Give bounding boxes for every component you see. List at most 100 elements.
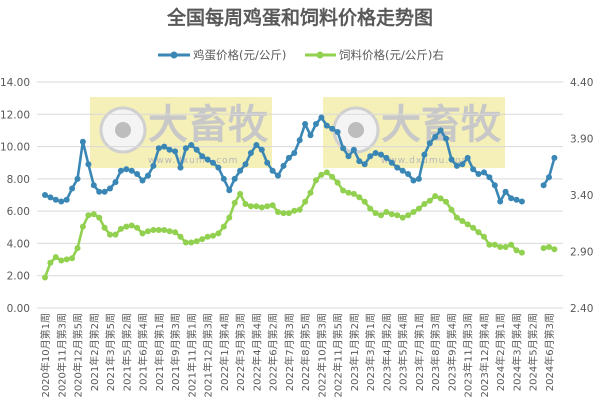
data-point (161, 143, 168, 150)
data-point (508, 195, 515, 202)
data-point (394, 212, 401, 219)
data-point (481, 233, 487, 240)
data-point (296, 137, 303, 144)
data-point (491, 182, 498, 189)
x-tick-label: 2022年10月第3周 (315, 313, 328, 398)
data-point (253, 203, 260, 210)
data-point (443, 198, 449, 205)
data-point (177, 164, 184, 171)
data-point (172, 148, 179, 155)
data-point (199, 236, 206, 243)
data-point (540, 245, 547, 252)
watermark-url: www.dxumu.com (381, 156, 471, 166)
data-point (426, 140, 433, 147)
data-point (285, 154, 292, 161)
watermark-url: www.dxumu.com (148, 156, 238, 166)
data-point (155, 145, 162, 152)
x-tick-label: 2022年1月第4周 (218, 313, 231, 391)
data-point (52, 196, 59, 203)
legend-item-feed: 饲料价格(元/公斤)右 (305, 48, 444, 62)
data-point (42, 274, 48, 281)
x-tick-label: 2022年11月第5周 (332, 313, 345, 398)
data-point (193, 146, 200, 153)
data-point (117, 225, 124, 232)
data-point (264, 159, 271, 166)
x-tick-label: 2022年3月第3周 (234, 313, 247, 391)
data-point (378, 212, 384, 219)
series-lines (42, 114, 558, 281)
data-point (372, 150, 379, 156)
data-point (318, 171, 325, 178)
data-point (247, 203, 254, 210)
watermark: 大畜牧 www.dxumu.com (90, 97, 272, 168)
data-point (58, 257, 65, 264)
data-point (96, 214, 103, 221)
data-point (291, 150, 298, 156)
data-point (79, 223, 86, 230)
data-point (361, 198, 368, 205)
data-point (453, 214, 460, 221)
data-point (150, 227, 157, 233)
data-point (367, 205, 374, 212)
x-tick-label: 2023年4月第2周 (380, 313, 393, 391)
data-point (394, 164, 401, 171)
data-point (497, 244, 504, 250)
data-point (74, 245, 81, 252)
data-point (199, 153, 206, 160)
x-tick-label: 2024年3月第4周 (510, 313, 523, 391)
legend-egg-marker (170, 51, 178, 59)
data-point (63, 196, 70, 203)
y-right-tick-label: 3.90 (570, 134, 593, 146)
data-point (210, 232, 216, 239)
data-point (150, 162, 157, 169)
data-point (188, 142, 195, 148)
data-point (231, 175, 238, 182)
data-point (334, 179, 341, 186)
data-point (215, 164, 222, 171)
data-point (269, 167, 276, 174)
data-point (470, 166, 477, 173)
x-tick-label: 2020年12月第5周 (72, 313, 85, 398)
x-tick-label: 2024年2月第1周 (494, 313, 507, 391)
x-tick-label: 2022年4月第4周 (250, 313, 263, 391)
data-point (210, 159, 216, 166)
y-left-tick-label: 8.00 (7, 174, 30, 186)
data-point (475, 171, 482, 177)
data-point (350, 146, 357, 153)
data-point (220, 175, 227, 182)
data-point (58, 198, 65, 205)
data-point (47, 259, 54, 266)
data-point (166, 146, 173, 153)
y-right-tick-label: 2.40 (570, 303, 593, 315)
y-axis-right: 2.40 2.90 3.40 3.90 4.40 (570, 77, 593, 315)
data-point (193, 238, 200, 245)
data-point (518, 249, 525, 256)
x-tick-label: 2023年9月第4周 (445, 313, 458, 391)
data-point (383, 154, 390, 161)
data-point (546, 244, 552, 250)
chart-title: 全国每周鸡蛋和饲料价格走势图 (166, 6, 433, 29)
data-point (356, 158, 363, 165)
data-point (231, 199, 238, 206)
x-tick-label: 2023年7月第1周 (413, 313, 426, 391)
watermark-brand: 大畜牧 (381, 102, 502, 148)
data-point (437, 195, 444, 202)
data-point (502, 244, 509, 250)
data-point (508, 241, 515, 248)
data-point (432, 133, 439, 140)
data-point (313, 177, 319, 184)
y-right-tick-label: 3.40 (570, 190, 593, 202)
data-point (101, 188, 108, 195)
data-point (247, 150, 254, 156)
data-point (112, 231, 119, 238)
y-left-tick-label: 2.00 (7, 271, 30, 283)
data-point (237, 190, 244, 197)
data-point (459, 161, 466, 168)
data-point (340, 187, 347, 194)
data-point (107, 231, 113, 238)
legend-item-egg: 鸡蛋价格(元/公斤) (158, 48, 286, 62)
x-tick-label: 2022年7月第3周 (283, 313, 296, 391)
data-point (415, 205, 422, 212)
x-tick-label: 2022年8月第5周 (299, 313, 312, 391)
data-point (551, 246, 558, 253)
